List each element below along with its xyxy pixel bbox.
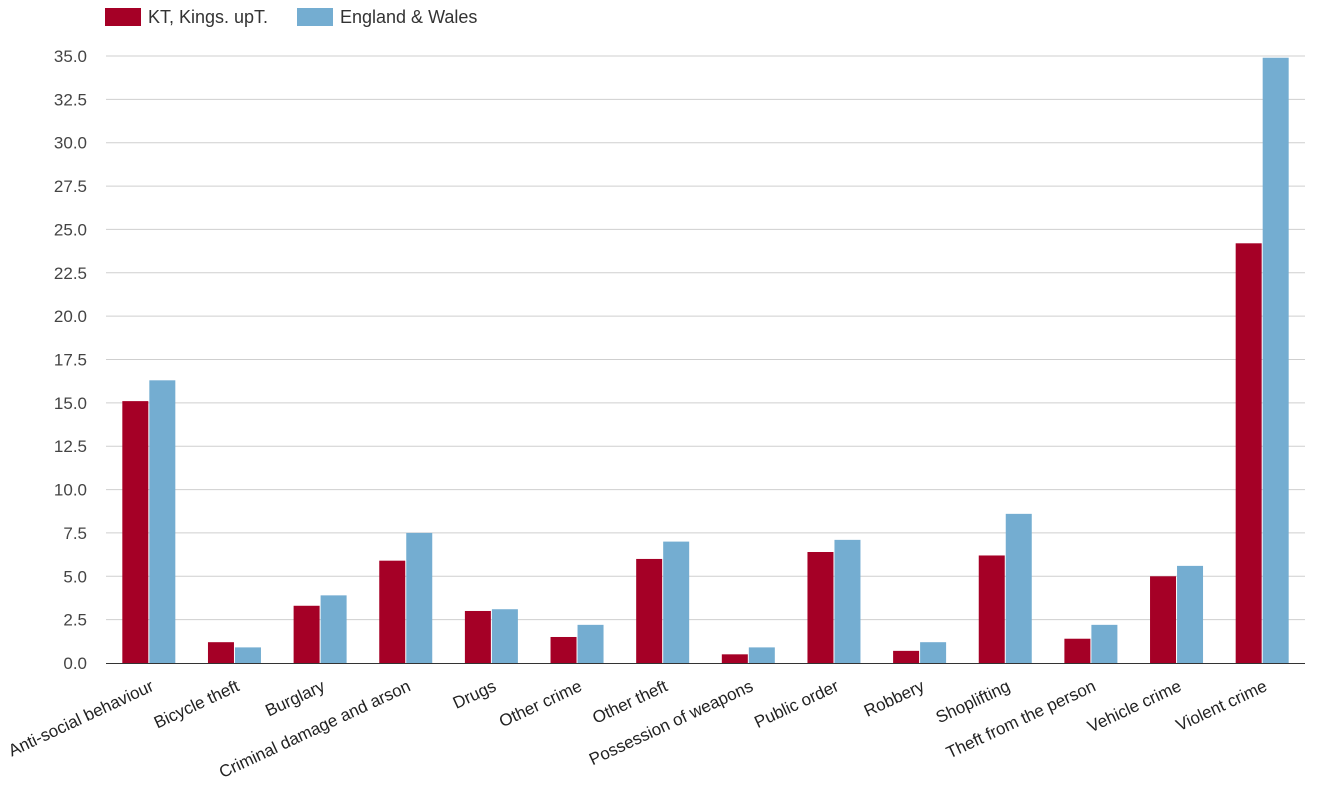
bar-england-wales <box>1005 513 1032 663</box>
y-tick-label: 17.5 <box>54 351 87 370</box>
y-tick-label: 15.0 <box>54 394 87 413</box>
bar-local <box>807 552 834 663</box>
legend-label: KT, Kings. upT. <box>148 7 268 27</box>
y-tick-label: 2.5 <box>63 611 87 630</box>
bar-group <box>1150 565 1204 663</box>
bar-local <box>293 605 320 663</box>
x-category-label: Public order <box>751 676 842 732</box>
bar-england-wales <box>920 642 947 663</box>
bar-england-wales <box>320 595 347 663</box>
x-category-label: Violent crime <box>1173 676 1270 735</box>
y-tick-label: 5.0 <box>63 567 87 586</box>
x-category-label: Burglary <box>262 676 328 720</box>
y-axis-ticks: 0.0 2.5 5.0 7.5 10.0 12.5 15.0 17.5 20.0 22.5 25.0… <box>54 47 87 673</box>
y-tick-label: 25.0 <box>54 220 87 239</box>
x-category-label: Anti-social behaviour <box>5 676 156 760</box>
bar-local <box>1064 638 1091 663</box>
bar-local <box>893 650 920 663</box>
y-tick-label: 35.0 <box>54 47 87 66</box>
bar-local <box>464 610 491 663</box>
y-tick-label: 12.5 <box>54 437 87 456</box>
bar-england-wales <box>1091 624 1118 663</box>
bar-group <box>893 642 947 663</box>
bar-local <box>721 654 748 663</box>
bar-group <box>122 380 176 663</box>
bar-england-wales <box>663 541 690 663</box>
bar-group <box>721 647 775 663</box>
bar-group <box>379 532 433 663</box>
bar-group <box>978 513 1032 663</box>
legend-swatch <box>297 8 333 26</box>
x-category-label: Possession of weapons <box>586 676 756 769</box>
y-tick-label: 0.0 <box>63 654 87 673</box>
bar-local <box>1235 243 1262 663</box>
x-category-label: Vehicle crime <box>1085 676 1185 736</box>
y-tick-label: 30.0 <box>54 134 87 153</box>
bar-england-wales <box>491 609 518 663</box>
bar-england-wales <box>406 532 433 663</box>
bar-local <box>978 555 1005 663</box>
y-tick-label: 10.0 <box>54 481 87 500</box>
x-category-label: Drugs <box>450 676 499 712</box>
bar-england-wales <box>748 647 775 663</box>
y-tick-label: 27.5 <box>54 177 87 196</box>
bar-england-wales <box>234 647 261 663</box>
y-tick-label: 22.5 <box>54 264 87 283</box>
bar-local <box>207 642 234 663</box>
x-category-label: Bicycle theft <box>151 676 242 732</box>
gridlines <box>106 55 1305 621</box>
x-category-label: Theft from the person <box>943 676 1098 762</box>
bar-group <box>807 539 861 663</box>
bar-group <box>207 642 261 663</box>
legend-item: England & Wales <box>297 7 477 27</box>
bar-local <box>1150 576 1177 663</box>
legend-item: KT, Kings. upT. <box>105 7 268 27</box>
bar-group <box>636 541 690 663</box>
bar-group <box>550 624 604 663</box>
y-tick-label: 7.5 <box>63 524 87 543</box>
bar-local <box>636 558 663 663</box>
bar-group <box>1235 57 1289 663</box>
x-category-label: Robbery <box>861 676 928 721</box>
bar-england-wales <box>1262 57 1289 663</box>
bar-group <box>1064 624 1118 663</box>
bar-local <box>122 401 149 663</box>
x-category-label: Other crime <box>496 676 585 731</box>
legend: KT, Kings. upT. England & Wales <box>105 7 477 27</box>
bar-group <box>293 595 347 663</box>
bar-local <box>379 560 406 663</box>
bar-england-wales <box>577 624 604 663</box>
bar-england-wales <box>834 539 861 663</box>
bars <box>122 57 1289 663</box>
bar-england-wales <box>149 380 176 663</box>
legend-swatch <box>105 8 141 26</box>
bar-local <box>550 636 577 663</box>
y-tick-label: 20.0 <box>54 307 87 326</box>
y-tick-label: 32.5 <box>54 90 87 109</box>
bar-group <box>464 609 518 663</box>
bar-england-wales <box>1177 565 1204 663</box>
legend-label: England & Wales <box>340 7 477 27</box>
